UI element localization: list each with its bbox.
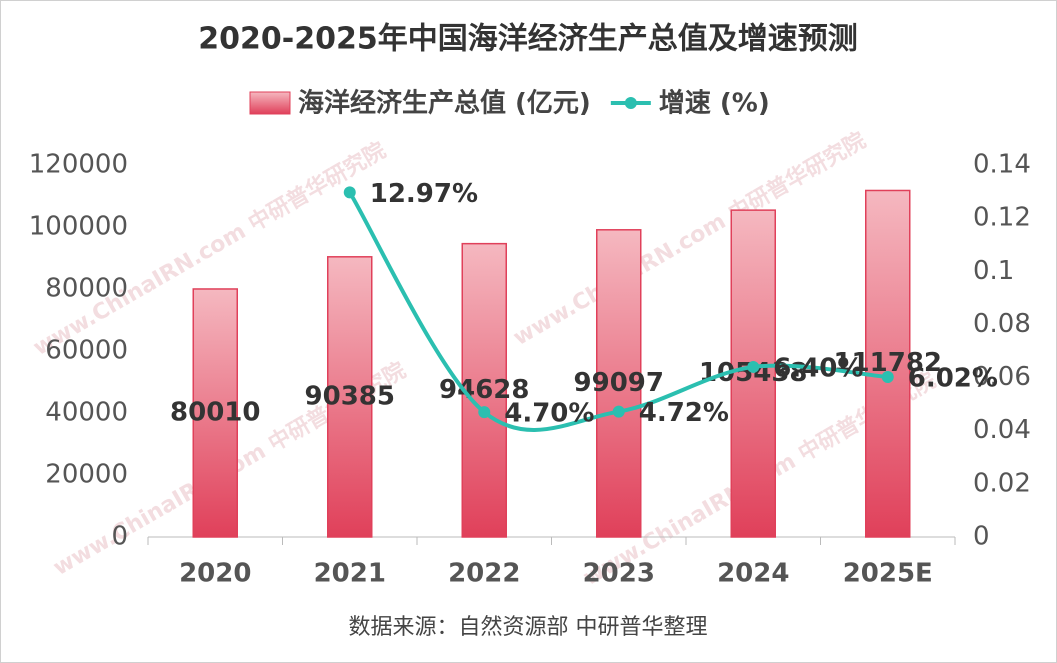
- line-label: 12.97%: [370, 179, 478, 209]
- line-label: 4.70%: [504, 399, 594, 429]
- line-point: [343, 186, 356, 199]
- bar-label: 80010: [170, 397, 260, 427]
- x-tick-label: 2023: [583, 559, 655, 589]
- legend-swatch: [249, 91, 291, 115]
- legend-label: 海洋经济生产总值 (亿元): [298, 88, 591, 119]
- y-tick-label: 0: [111, 522, 128, 552]
- y-tick-label: 80000: [45, 274, 128, 304]
- bar: [596, 229, 642, 538]
- y2-tick-label: 0.12: [973, 203, 1031, 233]
- y2-tick-label: 0.14: [973, 150, 1031, 180]
- y2-tick-label: 0: [973, 522, 990, 552]
- y2-tick-label: 0.08: [973, 309, 1031, 339]
- line-point: [612, 405, 625, 418]
- y-tick-label: 120000: [29, 150, 128, 180]
- y2-tick-label: 0.04: [973, 415, 1031, 445]
- y-tick-label: 20000: [45, 460, 128, 490]
- bar: [461, 242, 507, 538]
- bar-label: 99097: [574, 368, 664, 398]
- bar: [327, 256, 373, 538]
- x-tick-label: 2020: [179, 559, 251, 589]
- y-tick-label: 40000: [45, 398, 128, 428]
- y2-tick-label: 0.06: [973, 362, 1031, 392]
- line-point: [881, 371, 894, 384]
- line-label: 4.72%: [639, 398, 729, 428]
- chart-title: 2020-2025年中国海洋经济生产总值及增速预测: [198, 22, 857, 57]
- y-tick-label: 100000: [29, 212, 128, 242]
- bar: [730, 209, 776, 538]
- y-tick-label: 60000: [45, 336, 128, 366]
- bar-label: 90385: [305, 381, 395, 411]
- legend-label: 增速 (%): [659, 88, 770, 119]
- bar: [192, 288, 238, 538]
- line-point: [478, 406, 491, 419]
- x-tick-label: 2022: [448, 559, 520, 589]
- x-tick-label: 2025E: [843, 559, 933, 589]
- legend-swatch: [624, 97, 637, 109]
- y2-tick-label: 0.1: [973, 256, 1014, 286]
- x-tick-label: 2024: [717, 559, 789, 589]
- line-label: 6.02%: [908, 364, 998, 394]
- source: 数据来源：自然资源部 中研普华整理: [349, 615, 708, 640]
- line: [348, 191, 888, 432]
- line-label: 6.40%: [773, 353, 863, 383]
- y2-tick-label: 0.02: [973, 468, 1031, 498]
- line-point: [747, 360, 760, 373]
- bar: [865, 189, 911, 538]
- x-tick-label: 2021: [314, 559, 386, 589]
